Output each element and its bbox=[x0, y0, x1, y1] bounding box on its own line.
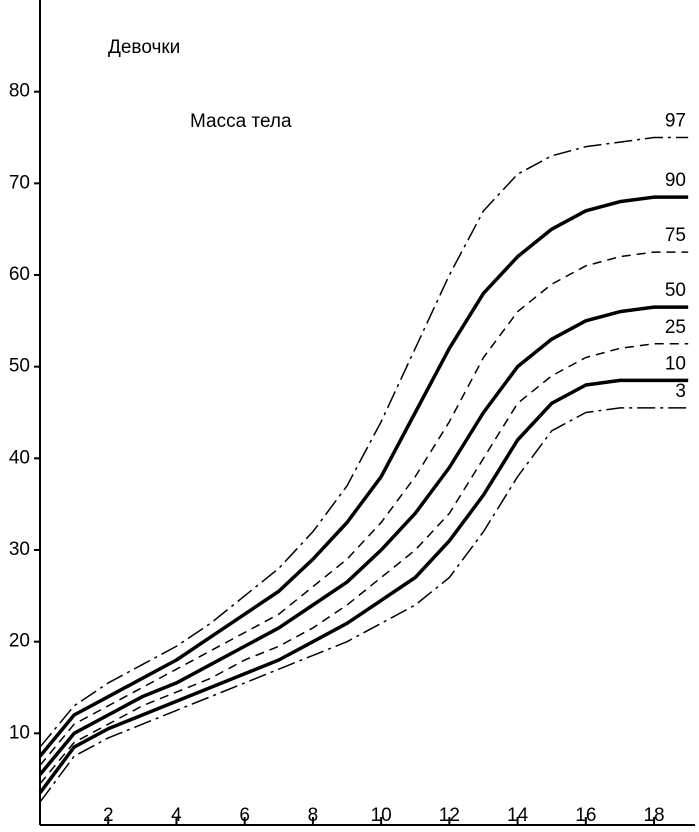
y-tick-label: 30 bbox=[9, 539, 30, 560]
series-label: 75 bbox=[665, 225, 686, 246]
y-tick-label: 70 bbox=[9, 172, 30, 193]
y-tick-label: 80 bbox=[9, 81, 30, 102]
x-tick-label: 8 bbox=[308, 805, 319, 826]
series-label: 50 bbox=[665, 280, 686, 301]
x-tick-label: 4 bbox=[171, 805, 182, 826]
chart-subtitle: Масса тела bbox=[190, 111, 292, 132]
x-tick-label: 6 bbox=[239, 805, 250, 826]
x-tick-label: 12 bbox=[439, 805, 460, 826]
series-label: 25 bbox=[665, 317, 686, 338]
percentile-line bbox=[39, 136, 689, 748]
y-tick-label: 50 bbox=[9, 356, 30, 377]
x-tick-label: 2 bbox=[103, 805, 114, 826]
x-tick-label: 14 bbox=[507, 805, 529, 826]
x-tick-label: 18 bbox=[643, 805, 664, 826]
series-label: 3 bbox=[675, 381, 686, 402]
percentile-line bbox=[39, 343, 689, 785]
x-tick-label: 10 bbox=[371, 805, 392, 826]
y-tick-label: 10 bbox=[9, 722, 30, 743]
x-tick-label: 16 bbox=[575, 805, 596, 826]
percentile-line bbox=[38, 195, 689, 758]
y-tick-label: 20 bbox=[9, 631, 30, 652]
series-label: 97 bbox=[665, 111, 686, 132]
y-tick-label: 40 bbox=[9, 447, 30, 468]
percentile-line bbox=[38, 378, 689, 794]
percentile-line bbox=[39, 407, 689, 803]
y-tick-label: 60 bbox=[9, 264, 30, 285]
percentile-line bbox=[38, 305, 689, 776]
series-label: 10 bbox=[665, 353, 686, 374]
chart-title: Девочки bbox=[108, 37, 180, 58]
series-label: 90 bbox=[665, 170, 686, 191]
percentile-line bbox=[39, 251, 689, 766]
